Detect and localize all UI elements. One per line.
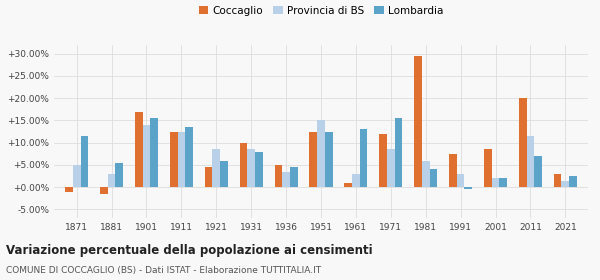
Bar: [108, 174, 115, 187]
Bar: [527, 136, 534, 187]
Bar: [395, 118, 403, 187]
Text: COMUNE DI COCCAGLIO (BS) - Dati ISTAT - Elaborazione TUTTITALIA.IT: COMUNE DI COCCAGLIO (BS) - Dati ISTAT - …: [6, 266, 321, 275]
Bar: [484, 150, 491, 187]
Bar: [220, 160, 228, 187]
Bar: [275, 165, 282, 187]
Bar: [212, 150, 220, 187]
Bar: [310, 132, 317, 187]
Bar: [422, 160, 430, 187]
Bar: [73, 165, 80, 187]
Bar: [239, 143, 247, 187]
Bar: [464, 187, 472, 190]
Bar: [205, 167, 212, 187]
Bar: [457, 174, 464, 187]
Bar: [317, 120, 325, 187]
Bar: [100, 187, 108, 194]
Bar: [282, 172, 290, 187]
Bar: [151, 118, 158, 187]
Bar: [534, 156, 542, 187]
Bar: [143, 125, 151, 187]
Bar: [569, 176, 577, 187]
Bar: [449, 154, 457, 187]
Legend: Coccaglio, Provincia di BS, Lombardia: Coccaglio, Provincia di BS, Lombardia: [194, 1, 448, 20]
Bar: [178, 132, 185, 187]
Bar: [379, 134, 387, 187]
Bar: [430, 169, 437, 187]
Bar: [135, 111, 143, 187]
Bar: [255, 152, 263, 187]
Bar: [387, 150, 395, 187]
Bar: [562, 181, 569, 187]
Bar: [360, 129, 367, 187]
Text: Variazione percentuale della popolazione ai censimenti: Variazione percentuale della popolazione…: [6, 244, 373, 256]
Bar: [290, 167, 298, 187]
Bar: [115, 163, 123, 187]
Bar: [185, 127, 193, 187]
Bar: [80, 136, 88, 187]
Bar: [491, 178, 499, 187]
Bar: [170, 132, 178, 187]
Bar: [65, 187, 73, 192]
Bar: [519, 98, 527, 187]
Bar: [247, 150, 255, 187]
Bar: [352, 174, 360, 187]
Bar: [414, 56, 422, 187]
Bar: [499, 178, 507, 187]
Bar: [325, 132, 332, 187]
Bar: [344, 183, 352, 187]
Bar: [554, 174, 562, 187]
